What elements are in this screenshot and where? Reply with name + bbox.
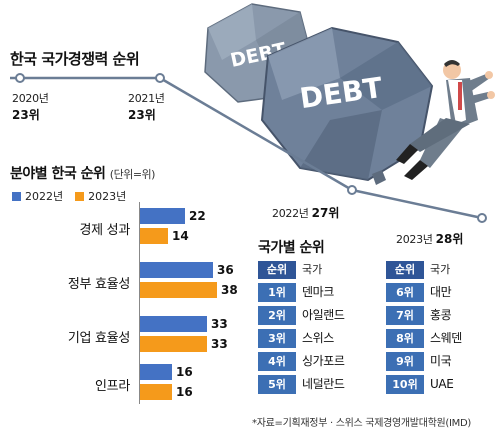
country-table-right: 순위 국가 6위 대만 7위 홍콩 8위 스웨덴 9위 미국 10위 UAE [386, 261, 495, 394]
bar-value-label: 22 [189, 209, 206, 223]
point-2023: 2023년 28위 [396, 230, 463, 247]
point-rank: 23위 [12, 108, 40, 122]
bar-2022년 [140, 316, 207, 332]
bar-value-label: 14 [172, 229, 189, 243]
category-label: 정부 효율성 [67, 277, 130, 292]
category-label: 기업 효율성 [67, 331, 130, 346]
header-country: 국가 [302, 263, 323, 276]
rank-cell: 4위 [258, 352, 296, 371]
bar-2022년 [140, 364, 172, 380]
rank-cell: 7위 [386, 306, 424, 325]
line-segment [159, 76, 353, 192]
large-debt-rock: DEBT [260, 26, 434, 182]
bar-value-label: 33 [211, 317, 228, 331]
point-year: 2022년 [272, 207, 309, 220]
source-note: *자료=기획재정부 · 스위스 국제경영개발대학원(IMD) [252, 418, 471, 429]
bar-2022년 [140, 262, 213, 278]
legend-label-2023: 2023년 [88, 190, 127, 203]
country-cell: 스웨덴 [430, 331, 462, 345]
country-table-left: 순위 국가 1위 덴마크 2위 아일랜드 3위 스위스 4위 싱가포르 5위 네… [258, 261, 382, 394]
businessman-figure [396, 60, 495, 180]
line-segment [351, 188, 483, 220]
rank-cell: 6위 [386, 283, 424, 302]
point-year: 2020년 [12, 92, 49, 105]
line-point [477, 213, 487, 223]
bar-2023년 [140, 228, 168, 244]
bar-value-label: 33 [211, 337, 228, 351]
country-cell: 아일랜드 [302, 308, 345, 322]
rank-cell: 3위 [258, 329, 296, 348]
country-cell: 스위스 [302, 331, 334, 345]
sector-legend: 2022년 2023년 [12, 188, 126, 204]
bar-2023년 [140, 336, 207, 352]
country-cell: 네덜란드 [302, 377, 345, 391]
point-2021: 2021년 23위 [128, 90, 165, 123]
country-cell: 홍콩 [430, 308, 452, 322]
bar-value-label: 38 [221, 283, 238, 297]
rank-cell: 9위 [386, 352, 424, 371]
country-cell: UAE [430, 377, 454, 391]
line-point [15, 73, 25, 83]
page-title: 한국 국가경쟁력 순위 [10, 50, 140, 68]
legend-swatch-2023 [75, 191, 85, 201]
point-rank: 28위 [435, 232, 464, 246]
country-ranking-title: 국가별 순위 [258, 240, 325, 256]
country-cell: 덴마크 [302, 285, 334, 299]
point-2020: 2020년 23위 [12, 90, 49, 123]
point-year: 2021년 [128, 92, 165, 105]
rank-cell: 2위 [258, 306, 296, 325]
rank-cell: 5위 [258, 375, 296, 394]
point-year: 2023년 [396, 233, 433, 246]
country-cell: 싱가포르 [302, 354, 345, 368]
line-point [155, 73, 165, 83]
bar-value-label: 16 [176, 365, 193, 379]
rank-cell: 8위 [386, 329, 424, 348]
legend-swatch-2022 [12, 191, 21, 201]
point-rank: 27위 [311, 206, 340, 220]
header-rank: 순위 [386, 261, 424, 279]
legend-label-2022: 2022년 [25, 190, 64, 203]
pebble [372, 170, 386, 185]
bar-value-label: 36 [217, 263, 234, 277]
bar-axis [139, 202, 140, 404]
rank-cell: 10위 [386, 375, 424, 394]
header-rank: 순위 [258, 261, 296, 279]
sector-unit: (단위=위) [109, 168, 156, 181]
line-point [347, 185, 357, 195]
bar-2023년 [140, 384, 172, 400]
country-cell: 미국 [430, 354, 452, 368]
point-2022: 2022년 27위 [272, 204, 339, 221]
bar-2023년 [140, 282, 217, 298]
point-rank: 23위 [128, 108, 156, 122]
bar-value-label: 16 [176, 385, 193, 399]
bar-2022년 [140, 208, 185, 224]
category-label: 인프라 [95, 379, 130, 394]
country-cell: 대만 [430, 285, 452, 299]
category-label: 경제 성과 [79, 223, 131, 238]
rank-cell: 1위 [258, 283, 296, 302]
sector-title: 분야별 한국 순위 (단위=위) [10, 163, 155, 183]
sector-title-text: 분야별 한국 순위 [10, 166, 106, 182]
header-country: 국가 [430, 263, 451, 276]
